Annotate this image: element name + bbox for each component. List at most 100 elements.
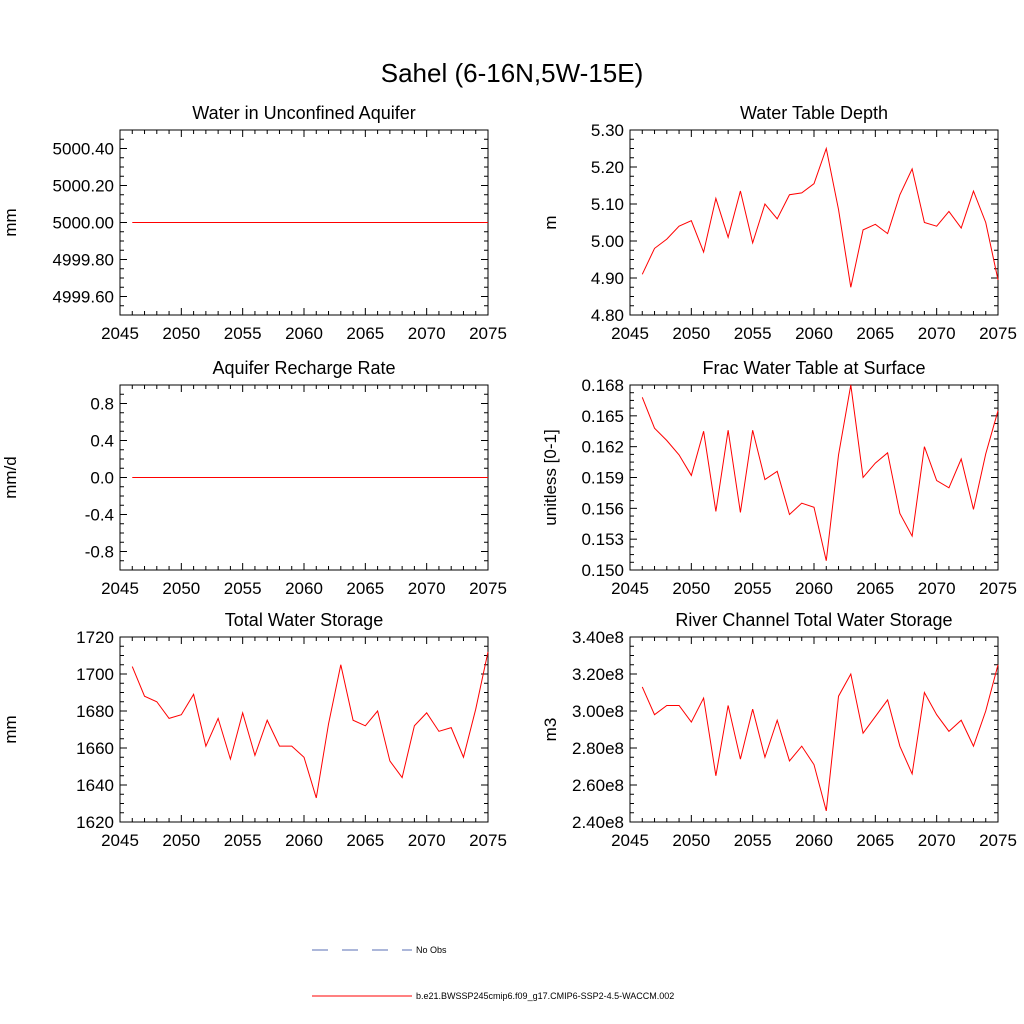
y-tick-label: 5000.40 bbox=[53, 140, 114, 159]
data-point bbox=[678, 704, 680, 706]
x-tick-label: 2070 bbox=[918, 831, 956, 850]
data-point bbox=[776, 470, 778, 472]
data-point bbox=[764, 203, 766, 205]
x-tick-label: 2060 bbox=[285, 831, 323, 850]
x-tick-label: 2065 bbox=[856, 831, 894, 850]
data-point bbox=[401, 776, 403, 778]
data-point bbox=[425, 712, 427, 714]
plot-frame bbox=[119, 636, 489, 823]
x-tick-label: 2065 bbox=[856, 579, 894, 598]
data-point bbox=[727, 236, 729, 238]
y-axis-label: m3 bbox=[541, 718, 560, 742]
y-tick-label: 2.40e8 bbox=[572, 813, 624, 832]
x-tick-label: 2075 bbox=[979, 324, 1017, 343]
y-axis-label: unitless [0-1] bbox=[541, 429, 560, 525]
data-point bbox=[935, 714, 937, 716]
data-point bbox=[911, 535, 913, 537]
data-point bbox=[751, 429, 753, 431]
data-point bbox=[788, 513, 790, 515]
data-point bbox=[364, 725, 366, 727]
data-point bbox=[935, 479, 937, 481]
data-point bbox=[241, 712, 243, 714]
data-point bbox=[376, 710, 378, 712]
data-point bbox=[156, 701, 158, 703]
panel-title: Water in Unconfined Aquifer bbox=[192, 103, 415, 123]
data-point bbox=[131, 476, 133, 478]
y-tick-label: 3.00e8 bbox=[572, 702, 624, 721]
data-point bbox=[776, 719, 778, 721]
x-tick-label: 2050 bbox=[162, 324, 200, 343]
y-tick-label: 0.165 bbox=[581, 407, 624, 426]
chart-panel-2: Water Table Depth 2045 2050 2055 2060 2065 207… bbox=[541, 103, 1017, 343]
data-point bbox=[487, 651, 489, 653]
data-point bbox=[813, 506, 815, 508]
series-line bbox=[641, 384, 999, 561]
data-point bbox=[327, 723, 329, 725]
y-tick-label: 5.20 bbox=[591, 158, 624, 177]
data-point bbox=[801, 502, 803, 504]
data-point bbox=[678, 454, 680, 456]
data-point bbox=[837, 695, 839, 697]
y-tick-label: 3.20e8 bbox=[572, 665, 624, 684]
legend-label-no-obs: No Obs bbox=[416, 945, 447, 955]
x-tick-label: 2045 bbox=[611, 579, 649, 598]
y-tick-label: 0.0 bbox=[90, 469, 114, 488]
x-tick-label: 2075 bbox=[469, 579, 507, 598]
data-point bbox=[266, 719, 268, 721]
y-tick-label: 4999.80 bbox=[53, 251, 114, 270]
panel-title: Water Table Depth bbox=[740, 103, 888, 123]
data-point bbox=[911, 168, 913, 170]
x-tick-label: 2065 bbox=[346, 831, 384, 850]
data-point bbox=[997, 409, 999, 411]
y-tick-label: 0.162 bbox=[581, 438, 624, 457]
plot-frame bbox=[629, 129, 999, 316]
y-axis-label: mm/d bbox=[1, 456, 20, 499]
y-tick-label: 0.156 bbox=[581, 499, 624, 518]
x-tick-label: 2075 bbox=[979, 831, 1017, 850]
data-point bbox=[131, 221, 133, 223]
data-point bbox=[715, 775, 717, 777]
data-point bbox=[690, 219, 692, 221]
data-point bbox=[776, 218, 778, 220]
data-point bbox=[972, 745, 974, 747]
y-axis-label: m bbox=[541, 215, 560, 229]
data-point bbox=[653, 247, 655, 249]
data-point bbox=[229, 758, 231, 760]
y-tick-label: 0.153 bbox=[581, 530, 624, 549]
x-tick-label: 2045 bbox=[101, 831, 139, 850]
y-tick-label: 0.4 bbox=[90, 432, 114, 451]
data-point bbox=[739, 758, 741, 760]
x-tick-label: 2050 bbox=[672, 831, 710, 850]
x-tick-label: 2060 bbox=[795, 579, 833, 598]
panel-title: River Channel Total Water Storage bbox=[675, 610, 952, 630]
x-tick-label: 2070 bbox=[408, 324, 446, 343]
x-tick-label: 2055 bbox=[224, 579, 262, 598]
y-tick-label: 4.80 bbox=[591, 306, 624, 325]
legend-label-model: b.e21.BWSSP245cmip6.f09_g17.CMIP6-SSP2-4… bbox=[416, 991, 674, 1001]
data-point bbox=[899, 194, 901, 196]
data-point bbox=[985, 453, 987, 455]
data-point bbox=[899, 512, 901, 514]
data-point bbox=[960, 227, 962, 229]
x-tick-label: 2070 bbox=[408, 579, 446, 598]
x-tick-label: 2055 bbox=[734, 579, 772, 598]
panels: Water in Unconfined Aquifer 2045 2050 2055 2… bbox=[1, 103, 1017, 850]
data-point bbox=[788, 194, 790, 196]
y-tick-label: 5.30 bbox=[591, 121, 624, 140]
data-point bbox=[462, 756, 464, 758]
legend: No Obs b.e21.BWSSP245cmip6.f09_g17.CMIP6… bbox=[312, 945, 674, 1001]
data-point bbox=[825, 147, 827, 149]
data-point bbox=[948, 210, 950, 212]
x-tick-label: 2050 bbox=[162, 579, 200, 598]
data-point bbox=[801, 745, 803, 747]
data-point bbox=[168, 717, 170, 719]
y-tick-label: 5.10 bbox=[591, 195, 624, 214]
data-point bbox=[131, 665, 133, 667]
y-tick-label: 2.80e8 bbox=[572, 739, 624, 758]
x-tick-label: 2065 bbox=[346, 579, 384, 598]
series-line bbox=[641, 664, 999, 812]
x-tick-label: 2065 bbox=[346, 324, 384, 343]
y-tick-label: 1640 bbox=[76, 776, 114, 795]
series-line bbox=[641, 146, 999, 288]
data-point bbox=[886, 232, 888, 234]
